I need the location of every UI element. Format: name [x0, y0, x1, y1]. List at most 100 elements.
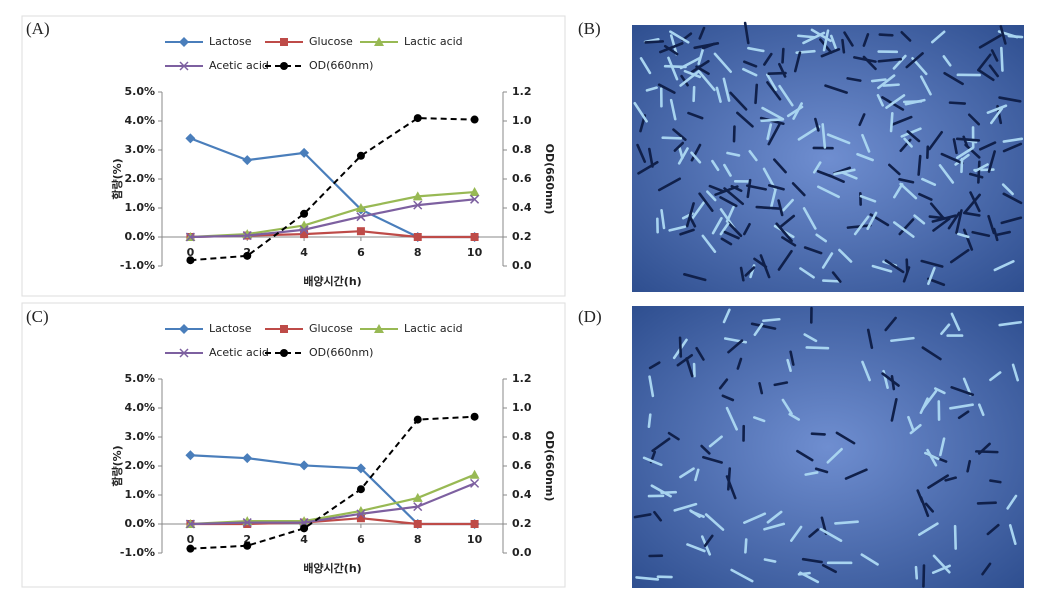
- x-tick-label: 8: [414, 246, 422, 259]
- cell: [727, 467, 732, 491]
- cell: [659, 42, 684, 54]
- x-tick-label: 4: [300, 246, 308, 259]
- legend-marker: [280, 62, 288, 70]
- chart-frame: [21, 15, 566, 297]
- cell: [955, 137, 981, 142]
- legend-label: Glucose: [309, 322, 353, 335]
- cell: [723, 163, 732, 177]
- cell: [801, 557, 823, 564]
- cell: [940, 152, 964, 165]
- cell: [669, 98, 677, 121]
- cell: [950, 312, 961, 332]
- cell: [927, 474, 949, 489]
- cell: [792, 102, 803, 120]
- cell: [718, 378, 729, 390]
- micrograph: [632, 306, 1024, 588]
- cell: [810, 432, 826, 436]
- cell: [703, 534, 714, 547]
- cell: [805, 346, 830, 350]
- cell: [963, 193, 981, 214]
- legend-label: Lactic acid: [404, 322, 463, 335]
- cell: [993, 259, 1015, 272]
- cell: [698, 26, 706, 40]
- cell: [987, 214, 996, 235]
- series-line: [190, 198, 475, 239]
- cell: [715, 86, 722, 103]
- cell: [990, 107, 1004, 125]
- cell: [963, 211, 981, 217]
- cell: [803, 246, 823, 255]
- cell: [743, 512, 767, 524]
- cell: [943, 71, 964, 86]
- cell: [700, 444, 711, 455]
- cell: [955, 146, 974, 160]
- cell: [746, 178, 752, 199]
- panel-label: (A): [26, 19, 50, 38]
- legend-label: Lactose: [209, 35, 252, 48]
- cell: [763, 522, 786, 531]
- legend-marker: [374, 324, 384, 333]
- legend-label: Lactose: [209, 322, 252, 335]
- cell: [913, 214, 926, 225]
- cell: [929, 202, 945, 219]
- x-tick-label: 2: [243, 533, 251, 546]
- cell: [890, 336, 915, 343]
- cell: [957, 232, 970, 239]
- cell: [977, 53, 992, 72]
- cell: [680, 74, 689, 87]
- cell: [917, 154, 922, 176]
- cell: [816, 185, 840, 199]
- cell: [797, 34, 816, 39]
- cell: [723, 187, 745, 206]
- cell: [698, 70, 716, 92]
- cell: [918, 192, 933, 201]
- y-tick-label: 3.0%: [124, 143, 155, 156]
- cell: [755, 205, 781, 210]
- cell: [986, 523, 1000, 536]
- cell: [995, 230, 1011, 237]
- cell: [635, 576, 660, 581]
- cell: [679, 69, 701, 87]
- point: [469, 469, 480, 479]
- y2-tick-label: 0.2: [512, 230, 532, 243]
- y2-tick-label: 0.8: [512, 430, 532, 443]
- cell: [685, 357, 694, 378]
- legend-marker: [280, 349, 288, 357]
- point: [413, 502, 423, 512]
- cell: [725, 205, 735, 223]
- cell: [898, 178, 915, 184]
- cell: [989, 479, 1002, 484]
- cell: [804, 471, 819, 476]
- y-tick-label: -1.0%: [120, 546, 155, 559]
- point: [356, 212, 366, 222]
- legend-marker: [179, 348, 189, 358]
- cell: [860, 553, 879, 566]
- cell: [877, 74, 896, 90]
- cell: [766, 73, 778, 91]
- cell: [909, 423, 922, 435]
- cell: [690, 59, 710, 74]
- cell: [743, 60, 758, 68]
- x-tick-label: 4: [300, 533, 308, 546]
- cell: [853, 215, 870, 236]
- cell: [884, 259, 905, 274]
- cell: [914, 565, 919, 580]
- y-tick-label: 1.0%: [124, 201, 155, 214]
- cell: [981, 562, 992, 576]
- cell: [677, 147, 689, 165]
- cell: [1001, 183, 1014, 196]
- cell: [727, 339, 744, 354]
- cell: [890, 398, 898, 422]
- y2-tick-label: 0.8: [512, 143, 532, 156]
- cell: [919, 75, 932, 96]
- cell: [719, 222, 730, 236]
- cell: [826, 133, 851, 145]
- cell: [704, 513, 725, 531]
- cell: [701, 234, 717, 253]
- point: [413, 114, 422, 123]
- cell: [668, 225, 687, 232]
- point: [413, 233, 422, 241]
- legend-label: Glucose: [309, 35, 353, 48]
- legend-label: Lactic acid: [404, 35, 463, 48]
- cell: [974, 163, 989, 173]
